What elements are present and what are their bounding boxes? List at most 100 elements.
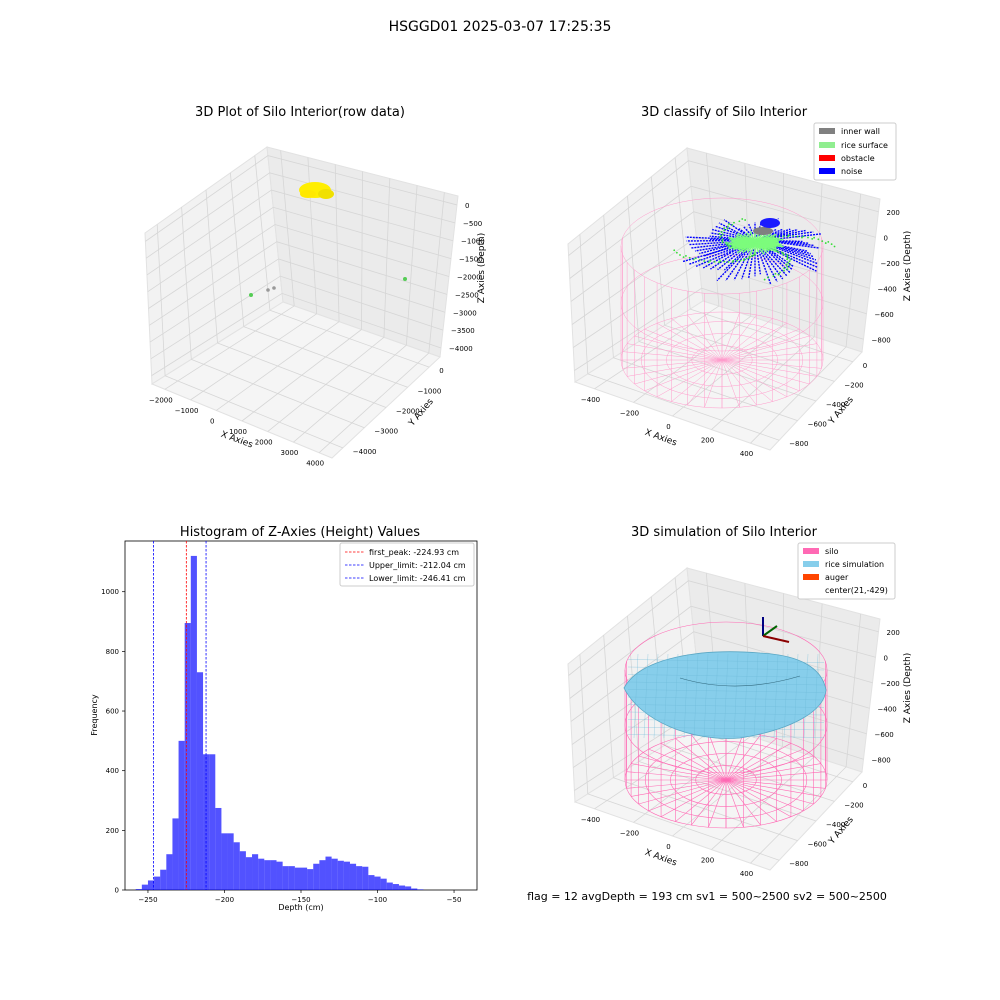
x-tick-label: 0: [210, 417, 214, 425]
histogram-reference-lines: [153, 541, 207, 890]
x-tick-label: 0: [666, 843, 670, 851]
x-tick-label: 400: [740, 450, 753, 458]
histogram-x-ticks: −250 −200 −150 −100 −50: [138, 890, 461, 904]
x-tick-label: −2000: [149, 396, 173, 404]
y-tick-label: −600: [808, 421, 827, 429]
histogram-bar: [331, 858, 338, 890]
histogram-bar: [196, 672, 204, 890]
y-tick-label: −800: [789, 440, 808, 448]
y-tick-label: −800: [789, 860, 808, 868]
histogram-bar: [258, 858, 265, 890]
y-tick-label: −200: [844, 801, 863, 809]
simulation-plot-title: 3D simulation of Silo Interior: [631, 525, 818, 540]
x-tick-label: −150: [291, 896, 310, 904]
y-tick-label: −4000: [353, 448, 377, 456]
legend-swatch-inner-wall: [819, 128, 835, 134]
z-tick-label: −1500: [459, 256, 483, 264]
z-tick-label: −4000: [449, 345, 473, 353]
classify-plot-title: 3D classify of Silo Interior: [641, 105, 808, 120]
rice-simulation-surface: [623, 651, 827, 739]
legend-swatch-rice-simulation: [803, 561, 819, 567]
simulation-zlabel: Z Axies (Depth): [903, 653, 913, 724]
z-tick-label: −2500: [455, 291, 479, 299]
legend-label: auger: [825, 573, 849, 582]
y-tick-label: 0: [863, 362, 867, 370]
legend-swatch-noise: [819, 168, 835, 174]
histogram-bar: [405, 886, 412, 890]
histogram-bar: [147, 880, 155, 890]
histogram-bar: [325, 856, 332, 890]
histogram-bar: [337, 860, 344, 890]
classify-plot: 3D classify of Silo Interior −400 −200 0 20…: [567, 105, 913, 458]
y-tick-label: 0: [439, 367, 443, 375]
y-tick-label: 800: [106, 648, 119, 656]
histogram-xlabel: Depth (cm): [278, 903, 323, 912]
histogram-bar: [374, 876, 381, 890]
z-tick-label: 0: [884, 234, 888, 242]
x-tick-label: −200: [620, 409, 639, 417]
x-tick-label: 0: [666, 423, 670, 431]
histogram-bar: [252, 854, 259, 890]
silo-wireframe: [624, 621, 828, 829]
x-tick-label: −200: [215, 896, 234, 904]
legend-label: silo: [825, 547, 839, 556]
classified-points: [673, 217, 836, 285]
histogram-bar: [154, 876, 161, 890]
histogram-bar: [166, 854, 173, 890]
histogram-bar: [221, 833, 228, 890]
histogram-bar: [294, 867, 301, 890]
legend-label: inner wall: [841, 127, 880, 136]
raw-plot-title: 3D Plot of Silo Interior(row data): [195, 105, 405, 120]
legend-label: rice simulation: [825, 560, 884, 569]
histogram-legend: first_peak: -224.93 cm Upper_limit: -212…: [339, 542, 475, 587]
y-tick-label: 200: [106, 827, 119, 835]
y-tick-label: −2000: [396, 408, 420, 416]
y-tick-label: −3000: [374, 428, 398, 436]
histogram-bar: [233, 842, 240, 890]
legend-label: rice surface: [841, 141, 888, 150]
legend-label: noise: [841, 167, 862, 176]
x-tick-label: −400: [581, 396, 600, 404]
z-tick-label: −2000: [457, 274, 481, 282]
classify-legend: inner wall rice surface obstacle noise: [813, 122, 897, 181]
x-tick-label: −250: [138, 896, 157, 904]
figure-title: HSGGD01 2025-03-07 17:25:35: [389, 19, 612, 35]
histogram-bar: [411, 888, 418, 890]
legend-label: Lower_limit: -246.41 cm: [369, 574, 466, 583]
z-tick-label: −400: [878, 285, 897, 293]
simulation-legend: silo rice simulation auger center(21,-42…: [797, 542, 896, 600]
histogram-bar: [184, 623, 191, 890]
legend-swatch-obstacle: [819, 155, 835, 161]
y-tick-label: 600: [106, 708, 119, 716]
x-tick-label: −1000: [175, 407, 199, 415]
y-tick-label: 0: [115, 887, 119, 895]
silo-wireframe: [620, 197, 824, 409]
histogram-bar: [368, 875, 375, 890]
histogram-bar: [313, 863, 320, 890]
z-tick-label: −600: [875, 311, 894, 319]
auger-axes-marker: [762, 617, 790, 643]
legend-label: obstacle: [841, 154, 875, 163]
histogram-bar: [239, 851, 246, 890]
y-tick-label: 400: [106, 767, 119, 775]
x-tick-label: 400: [740, 870, 753, 878]
histogram-bar: [417, 889, 424, 890]
legend-swatch-silo: [803, 548, 819, 554]
classify-ylabel: Y Axies: [827, 395, 856, 427]
histogram-bar: [380, 878, 387, 890]
raw-data-plot: 3D Plot of Silo Interior(row data) −2000…: [144, 105, 487, 468]
histogram-y-ticks: 0 200 400 600 800 1000: [101, 588, 125, 895]
y-tick-label: −400: [826, 821, 845, 829]
histogram-bar: [178, 740, 185, 890]
histogram-bar: [190, 555, 197, 890]
z-tick-label: −200: [881, 260, 900, 268]
z-tick-label: 0: [465, 202, 469, 210]
x-tick-label: 3000: [281, 449, 299, 457]
x-tick-label: −200: [620, 829, 639, 837]
z-tick-label: −3000: [453, 309, 477, 317]
y-tick-label: −600: [808, 841, 827, 849]
y-tick-label: −200: [844, 381, 863, 389]
histogram-bar: [343, 861, 350, 890]
histogram-plot: Histogram of Z-Axies (Height) Values −25…: [90, 525, 478, 912]
